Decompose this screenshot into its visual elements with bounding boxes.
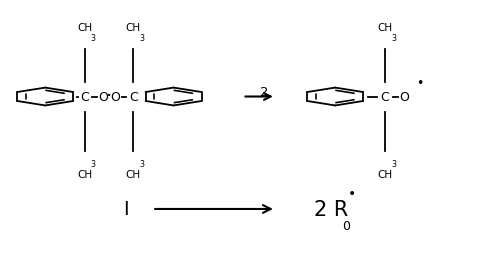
Text: I: I [123, 200, 129, 219]
Text: O: O [110, 91, 121, 104]
Text: C: C [380, 91, 389, 104]
Text: ·: · [106, 86, 112, 105]
Text: O: O [98, 91, 108, 104]
Text: 3: 3 [91, 34, 95, 42]
Text: CH: CH [77, 169, 92, 179]
Text: 3: 3 [139, 159, 144, 168]
Text: CH: CH [377, 22, 392, 33]
Text: 3: 3 [91, 159, 95, 168]
Text: 3: 3 [390, 34, 395, 42]
Text: 2: 2 [259, 86, 268, 99]
Text: CH: CH [77, 22, 92, 33]
Text: C: C [80, 91, 89, 104]
Text: •: • [347, 186, 355, 200]
Text: C: C [129, 91, 137, 104]
Text: CH: CH [125, 22, 140, 33]
Text: 3: 3 [390, 159, 395, 168]
Text: 3: 3 [139, 34, 144, 42]
Text: O: O [398, 91, 408, 104]
Text: 0: 0 [341, 219, 349, 232]
Text: CH: CH [125, 169, 140, 179]
Text: •: • [416, 77, 423, 90]
Text: CH: CH [377, 169, 392, 179]
Text: 2 R: 2 R [313, 199, 348, 219]
